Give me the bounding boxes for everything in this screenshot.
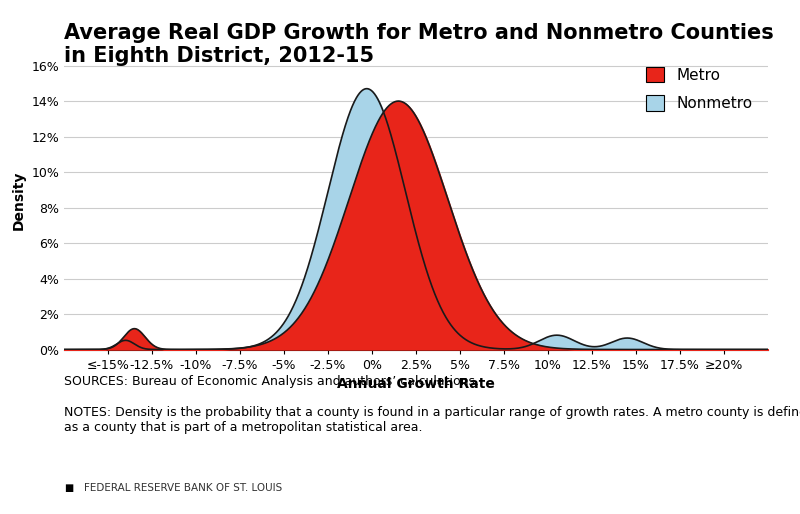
Y-axis label: Density: Density bbox=[12, 171, 26, 230]
Text: NOTES: Density is the probability that a county is found in a particular range o: NOTES: Density is the probability that a… bbox=[64, 406, 800, 434]
Text: ■: ■ bbox=[64, 484, 74, 493]
Text: SOURCES: Bureau of Economic Analysis and authors’ calculations.: SOURCES: Bureau of Economic Analysis and… bbox=[64, 375, 479, 388]
Legend: Metro, Nonmetro: Metro, Nonmetro bbox=[638, 59, 760, 119]
Text: FEDERAL RESERVE BANK OF ST. LOUIS: FEDERAL RESERVE BANK OF ST. LOUIS bbox=[84, 484, 282, 493]
Text: Average Real GDP Growth for Metro and Nonmetro Counties
in Eighth District, 2012: Average Real GDP Growth for Metro and No… bbox=[64, 23, 774, 66]
X-axis label: Annual Growth Rate: Annual Growth Rate bbox=[337, 377, 495, 391]
